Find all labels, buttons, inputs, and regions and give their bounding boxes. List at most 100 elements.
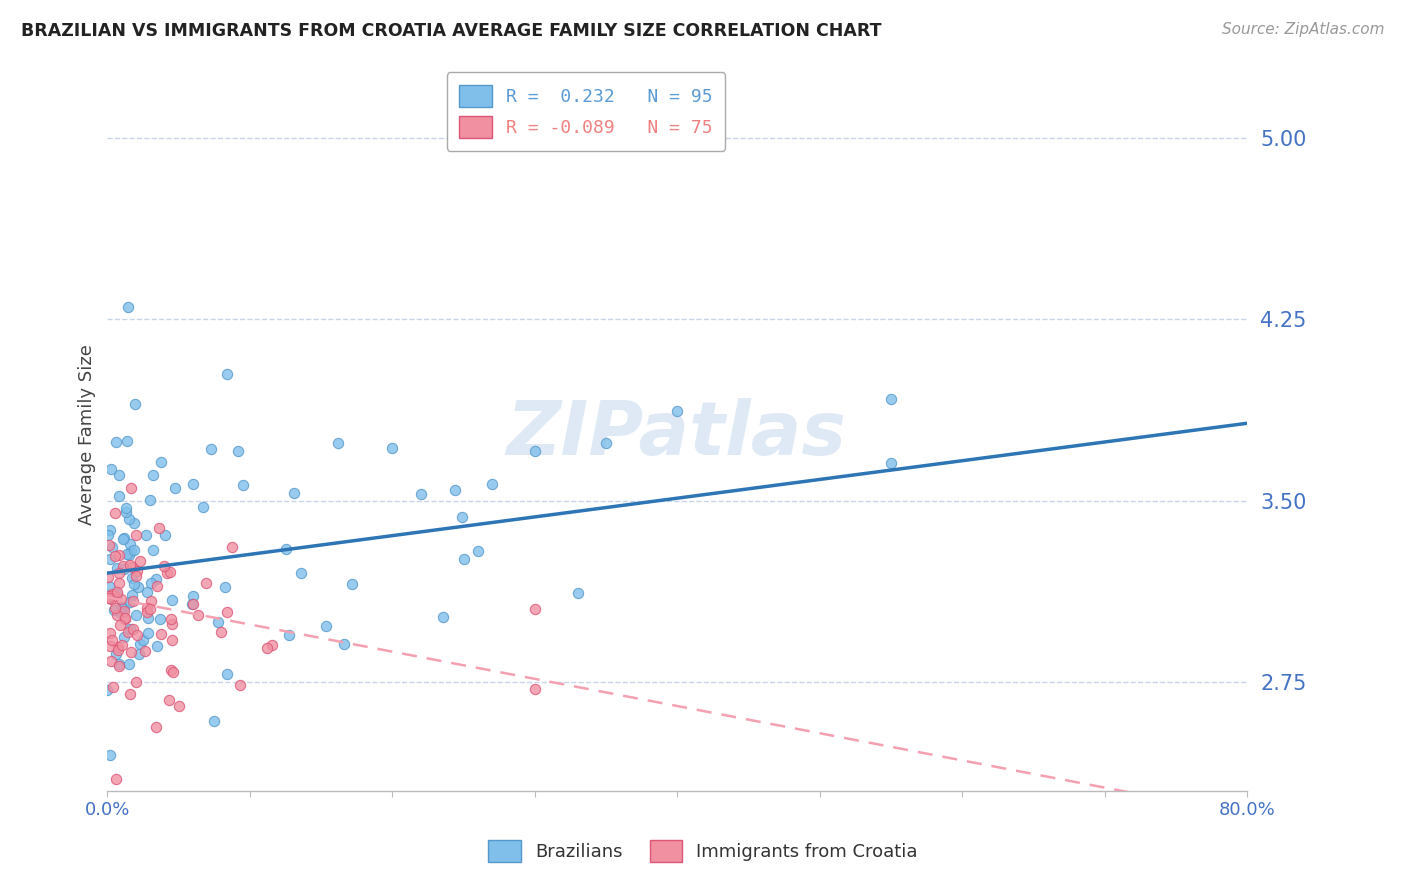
Point bbox=[97, 527, 120, 541]
Point bbox=[283, 486, 305, 500]
Point bbox=[200, 442, 222, 457]
Point bbox=[141, 576, 163, 591]
Point bbox=[207, 615, 229, 629]
Point bbox=[153, 558, 176, 573]
Point bbox=[115, 547, 138, 561]
Point bbox=[112, 630, 135, 644]
Point bbox=[107, 643, 129, 657]
Point bbox=[232, 477, 254, 491]
Point bbox=[120, 537, 142, 551]
Point bbox=[120, 687, 142, 701]
Point bbox=[880, 456, 903, 470]
Point bbox=[118, 558, 141, 573]
Point bbox=[115, 500, 138, 515]
Point bbox=[111, 532, 134, 546]
Point bbox=[162, 665, 184, 679]
Point bbox=[136, 611, 159, 625]
Point bbox=[115, 434, 138, 449]
Point bbox=[128, 647, 150, 661]
Point bbox=[134, 644, 156, 658]
Point bbox=[108, 618, 131, 632]
Point bbox=[96, 683, 118, 698]
Point bbox=[340, 576, 363, 591]
Point bbox=[139, 493, 162, 508]
Point bbox=[432, 609, 454, 624]
Point bbox=[315, 619, 337, 633]
Point bbox=[115, 505, 138, 519]
Point bbox=[160, 663, 183, 677]
Legend: R =  0.232   N = 95, R = -0.089   N = 75: R = 0.232 N = 95, R = -0.089 N = 75 bbox=[447, 72, 725, 151]
Point bbox=[120, 645, 142, 659]
Point bbox=[98, 747, 121, 762]
Point bbox=[121, 559, 143, 574]
Point bbox=[125, 564, 148, 578]
Point bbox=[114, 610, 136, 624]
Point bbox=[467, 544, 489, 558]
Point bbox=[155, 527, 177, 541]
Point bbox=[100, 591, 122, 606]
Point bbox=[104, 648, 127, 662]
Point bbox=[481, 476, 503, 491]
Point bbox=[122, 622, 145, 636]
Point bbox=[381, 442, 404, 456]
Point bbox=[100, 462, 122, 476]
Point bbox=[101, 540, 124, 554]
Point bbox=[666, 404, 689, 418]
Point bbox=[97, 538, 120, 552]
Point bbox=[125, 628, 148, 642]
Point bbox=[451, 510, 474, 524]
Point bbox=[409, 487, 432, 501]
Point bbox=[125, 569, 148, 583]
Point bbox=[118, 594, 141, 608]
Point bbox=[103, 603, 125, 617]
Point bbox=[110, 600, 132, 615]
Point bbox=[277, 628, 299, 642]
Point bbox=[129, 554, 152, 568]
Point bbox=[112, 532, 135, 546]
Point bbox=[136, 601, 159, 615]
Point bbox=[118, 657, 141, 672]
Point bbox=[105, 560, 128, 574]
Point bbox=[181, 589, 204, 603]
Point bbox=[595, 436, 617, 450]
Point bbox=[226, 444, 249, 458]
Point bbox=[98, 552, 121, 566]
Point bbox=[167, 699, 190, 714]
Point bbox=[145, 720, 167, 734]
Point bbox=[124, 675, 146, 690]
Point bbox=[159, 565, 181, 579]
Point bbox=[101, 587, 124, 601]
Point bbox=[156, 566, 179, 580]
Point bbox=[443, 483, 465, 497]
Point bbox=[101, 681, 124, 695]
Point bbox=[114, 612, 136, 626]
Point bbox=[136, 605, 159, 619]
Point bbox=[160, 616, 183, 631]
Point bbox=[290, 566, 312, 581]
Point bbox=[132, 633, 155, 648]
Point bbox=[112, 604, 135, 618]
Point bbox=[122, 542, 145, 557]
Point bbox=[148, 521, 170, 535]
Point bbox=[181, 597, 204, 611]
Point bbox=[120, 481, 142, 495]
Point bbox=[105, 587, 128, 601]
Point bbox=[215, 367, 238, 381]
Point bbox=[157, 693, 180, 707]
Point bbox=[146, 579, 169, 593]
Point bbox=[104, 600, 127, 615]
Point bbox=[118, 512, 141, 526]
Point bbox=[217, 605, 239, 619]
Legend: Brazilians, Immigrants from Croatia: Brazilians, Immigrants from Croatia bbox=[481, 833, 925, 870]
Point bbox=[108, 489, 131, 503]
Point bbox=[214, 580, 236, 594]
Point bbox=[120, 622, 142, 636]
Y-axis label: Average Family Size: Average Family Size bbox=[79, 343, 96, 524]
Point bbox=[98, 579, 121, 593]
Point bbox=[217, 667, 239, 681]
Point bbox=[127, 580, 149, 594]
Point bbox=[122, 577, 145, 591]
Text: ZIPatlas: ZIPatlas bbox=[508, 398, 848, 471]
Point bbox=[122, 516, 145, 530]
Point bbox=[209, 624, 232, 639]
